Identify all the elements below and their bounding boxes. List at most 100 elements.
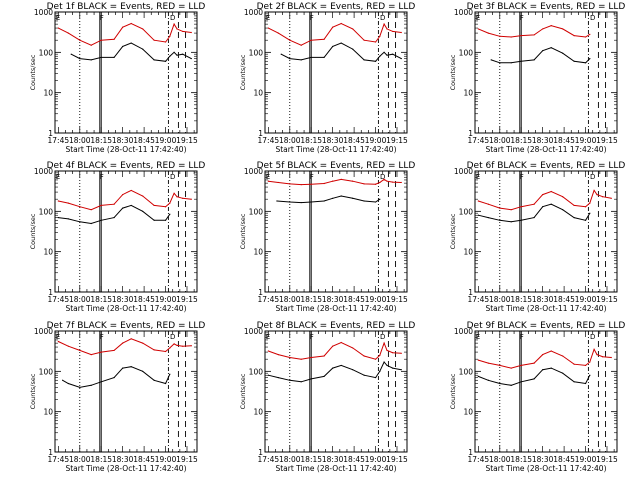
data-point — [400, 352, 402, 354]
data-point — [573, 204, 575, 207]
data-point — [584, 364, 587, 367]
data-point — [153, 204, 155, 207]
data-point — [164, 382, 167, 385]
data-point — [352, 369, 354, 371]
data-point — [610, 356, 612, 359]
panel-2: Det 2f BLACK = Events, RED = LLD 1 10 100 10… — [239, 2, 415, 154]
data-point — [562, 28, 564, 30]
y-tick-label: 1 — [48, 448, 53, 457]
x-tick-label: 18:15 — [510, 455, 532, 464]
x-tick-label: 18:00 — [279, 136, 301, 145]
data-point — [173, 23, 175, 25]
data-point — [520, 219, 522, 221]
panel-title: Det 9f BLACK = Events, RED = LLD — [467, 321, 626, 331]
data-point — [173, 192, 175, 194]
data-point — [130, 22, 132, 25]
x-tick-label: 19:00 — [365, 136, 387, 145]
x-tick-label: 18:00 — [69, 455, 91, 464]
data-point — [487, 216, 489, 219]
data-point — [310, 201, 312, 203]
y-tick-label: 100 — [459, 48, 474, 57]
data-point — [340, 42, 342, 44]
data-point — [386, 180, 388, 182]
x-tick-label: 19:00 — [575, 136, 597, 145]
data-point — [593, 348, 595, 350]
data-point — [573, 363, 575, 365]
data-point — [379, 354, 381, 356]
data-point — [520, 34, 522, 37]
data-point — [510, 221, 512, 223]
data-point — [267, 374, 269, 376]
plot-frame — [474, 330, 618, 453]
data-point — [100, 219, 102, 221]
plot-frame — [474, 11, 618, 134]
plot-frame — [264, 11, 408, 134]
x-tick-label: 18:45 — [553, 295, 575, 304]
data-point — [300, 381, 302, 383]
data-point — [113, 349, 115, 352]
data-point — [280, 53, 282, 55]
y-tick-label: 100 — [39, 207, 54, 216]
flag-label: D — [170, 333, 175, 341]
x-tick-label: 19:15 — [176, 295, 198, 304]
x-tick-label: 18:45 — [343, 455, 365, 464]
x-tick-label: 18:30 — [112, 136, 134, 145]
series-events-line — [478, 203, 591, 223]
flag-label: D — [170, 14, 175, 22]
data-point — [67, 345, 69, 347]
data-point — [499, 62, 501, 64]
x-axis-label: Start Time (28-Oct-11 17:42:40) — [65, 304, 186, 313]
data-point — [589, 374, 591, 376]
data-point — [173, 51, 175, 53]
data-point — [352, 197, 354, 199]
x-tick-label: 17:45 — [468, 295, 490, 304]
data-point — [310, 356, 312, 359]
data-point — [164, 41, 167, 43]
y-tick-label: 1 — [48, 129, 53, 138]
flag-label: F — [310, 14, 314, 22]
data-point — [277, 376, 279, 379]
y-tick-label: 10 — [253, 89, 263, 98]
data-point — [164, 60, 167, 62]
data-point — [363, 39, 365, 41]
x-tick-label: 17:45 — [48, 295, 70, 304]
data-point — [596, 353, 598, 356]
data-point — [122, 26, 124, 28]
data-point — [153, 349, 155, 351]
data-point — [562, 372, 564, 374]
x-tick-label: 18:45 — [343, 295, 365, 304]
x-tick-label: 18:00 — [279, 295, 301, 304]
y-tick-label: 10 — [463, 408, 473, 417]
data-point — [130, 189, 132, 192]
y-tick-label: 10 — [43, 408, 53, 417]
data-point — [374, 358, 377, 360]
data-point — [589, 361, 591, 363]
x-tick-label: 18:30 — [112, 455, 134, 464]
data-point — [176, 28, 178, 30]
data-point — [520, 364, 522, 367]
y-tick-label: 10 — [253, 408, 263, 417]
data-point — [340, 364, 342, 367]
x-tick-label: 18:30 — [322, 295, 344, 304]
flag-label: D — [590, 173, 595, 181]
data-point — [323, 182, 325, 185]
data-point — [169, 35, 171, 37]
data-point — [130, 204, 132, 207]
plot-frame — [54, 330, 198, 453]
flag-label: F — [100, 14, 104, 22]
x-tick-label: 18:45 — [343, 136, 365, 145]
data-point — [392, 30, 394, 33]
flag-label: F — [520, 173, 524, 181]
data-point — [79, 57, 81, 60]
data-point — [352, 48, 354, 50]
y-tick-label: 1000 — [34, 8, 53, 17]
y-tick-label: 1000 — [244, 167, 263, 176]
y-tick-label: 1000 — [244, 8, 263, 17]
x-tick-label: 18:45 — [133, 295, 155, 304]
data-point — [533, 378, 535, 380]
data-point — [289, 57, 291, 60]
x-tick-label: 17:45 — [468, 136, 490, 145]
data-point — [182, 53, 184, 55]
data-point — [386, 28, 388, 30]
data-point — [113, 38, 115, 40]
